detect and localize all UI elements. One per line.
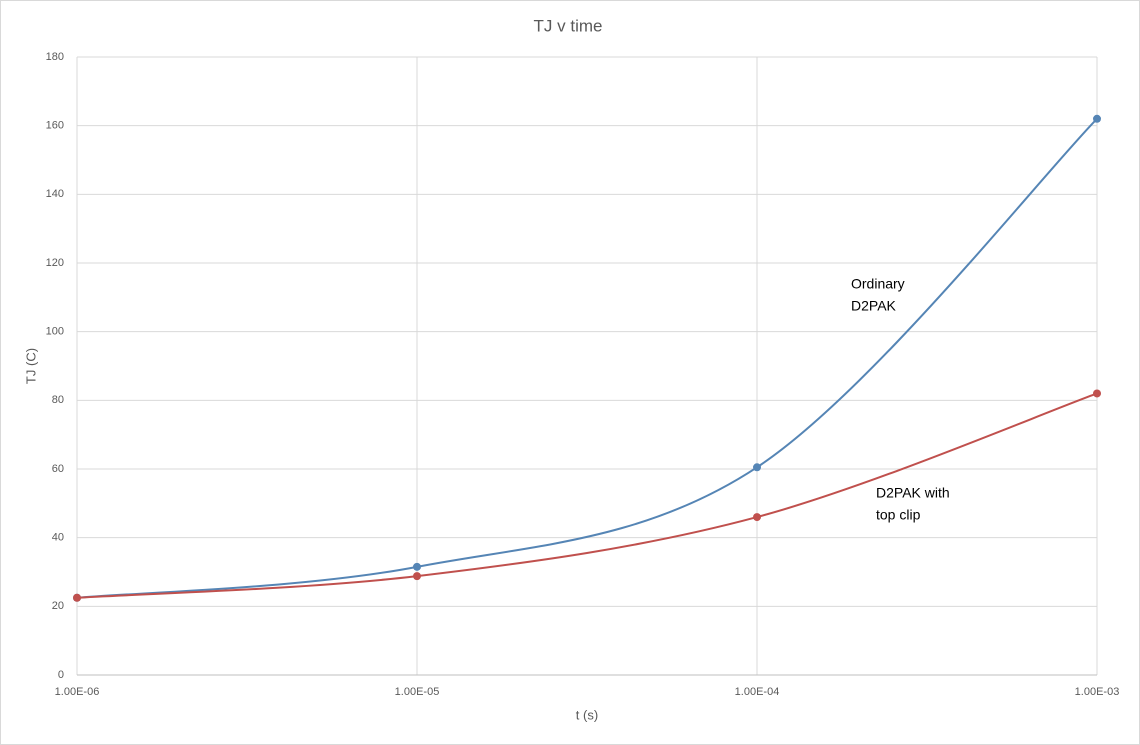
data-point xyxy=(413,572,421,581)
data-point xyxy=(753,513,761,522)
y-tick-label: 40 xyxy=(52,532,64,544)
x-tick-label: 1.00E-03 xyxy=(1075,686,1120,698)
data-point xyxy=(1093,389,1101,398)
y-tick-label: 80 xyxy=(52,394,64,406)
x-axis-label: t (s) xyxy=(576,707,598,722)
y-tick-label: 140 xyxy=(46,188,64,200)
series-line xyxy=(76,118,1098,599)
x-tick-label: 1.00E-04 xyxy=(735,686,780,698)
x-tick-label: 1.00E-06 xyxy=(55,686,100,698)
y-tick-label: 120 xyxy=(46,257,64,269)
y-axis-label: TJ (C) xyxy=(23,348,38,384)
y-tick-label: 60 xyxy=(52,463,64,475)
annotation: top clip xyxy=(876,507,921,523)
annotation: D2PAK with xyxy=(876,485,950,501)
y-tick-label: 160 xyxy=(46,120,64,132)
data-point xyxy=(73,593,81,602)
y-tick-label: 100 xyxy=(46,326,64,338)
y-tick-label: 0 xyxy=(58,669,64,681)
chart-title: TJ v time xyxy=(534,16,603,35)
y-tick-label: 20 xyxy=(52,600,64,612)
annotation: Ordinary xyxy=(851,276,905,292)
annotation: D2PAK xyxy=(851,298,897,314)
data-point xyxy=(753,463,761,472)
series-line xyxy=(76,392,1098,599)
data-point xyxy=(413,562,421,571)
y-tick-label: 180 xyxy=(46,51,64,63)
x-tick-label: 1.00E-05 xyxy=(395,686,440,698)
data-point xyxy=(1093,114,1101,123)
